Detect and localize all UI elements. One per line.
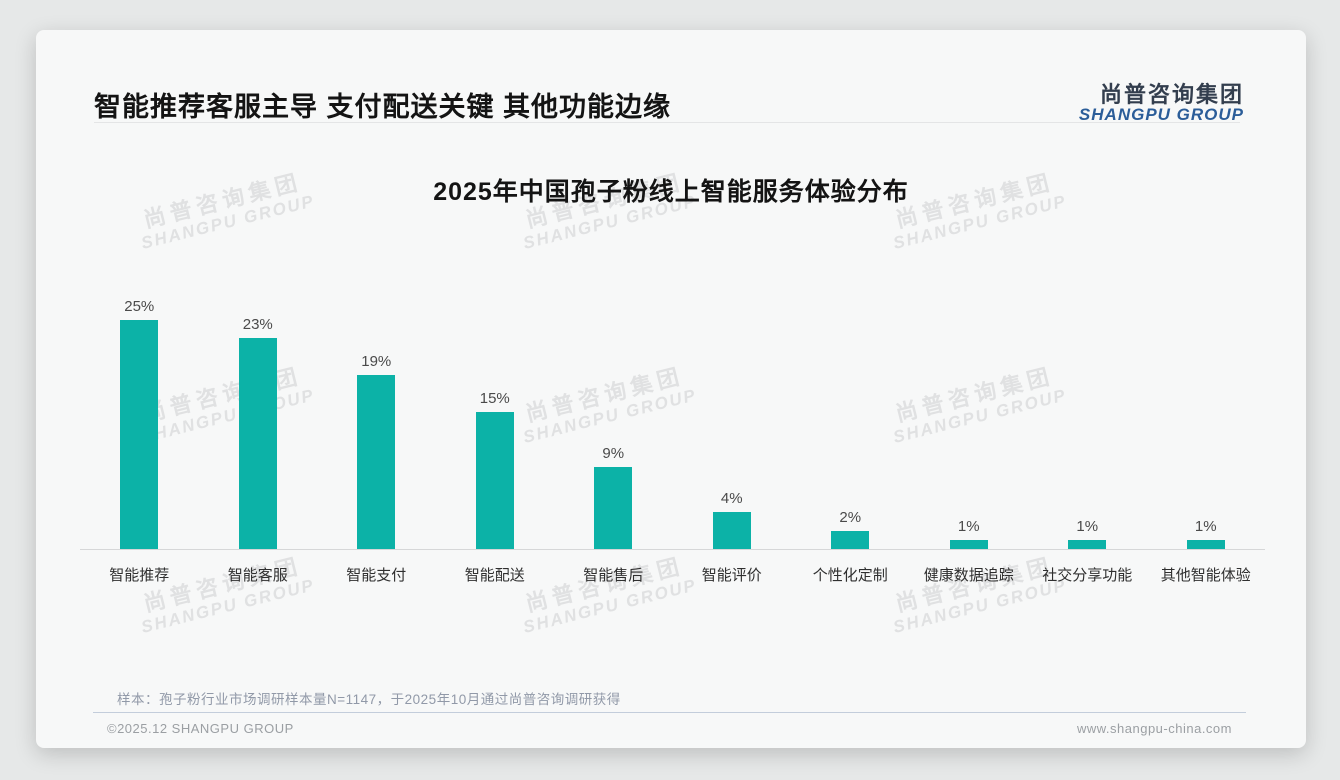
- sample-note: 样本：孢子粉行业市场调研样本量N=1147，于2025年10月通过尚普咨询调研获…: [117, 692, 621, 707]
- bar-column: 15%: [436, 390, 555, 549]
- bar-category-label: 智能客服: [227, 567, 288, 584]
- bar-column: 1%: [1147, 518, 1266, 549]
- bar-value-label: 1%: [957, 518, 980, 535]
- bar-value-label: 2%: [839, 509, 862, 526]
- bar-value-label: 25%: [124, 298, 155, 315]
- bar: [712, 512, 751, 549]
- bar-column: 2%: [791, 509, 910, 549]
- bar-category-label: 智能评价: [701, 567, 762, 584]
- bar: [949, 540, 988, 549]
- header: 智能推荐客服主导 支付配送关键 其他功能边缘 尚普咨询集团 SHANGPU GR…: [94, 58, 1244, 124]
- copyright-text: ©2025.12 SHANGPU GROUP: [107, 721, 294, 736]
- bar-column: 4%: [673, 490, 792, 549]
- bar-category-label: 智能售后: [583, 567, 644, 584]
- bar-category-label: 智能配送: [464, 567, 525, 584]
- chart-plot: 25% 23% 19% 15% 9% 4% 2% 1% 1% 1%: [80, 285, 1265, 550]
- bar-column: 1%: [910, 518, 1029, 549]
- bar: [238, 338, 277, 549]
- bar: [357, 375, 396, 549]
- bar-category-label: 其他智能体验: [1160, 567, 1251, 584]
- header-divider: [94, 122, 1240, 123]
- bar-value-label: 9%: [602, 445, 625, 462]
- page-title: 智能推荐客服主导 支付配送关键 其他功能边缘: [94, 92, 672, 122]
- bar-value-label: 4%: [720, 490, 743, 507]
- bar-category-label: 个性化定制: [812, 567, 888, 584]
- bar-value-label: 19%: [361, 353, 392, 370]
- bar: [1068, 540, 1107, 549]
- bar: [1186, 540, 1225, 549]
- company-logo: 尚普咨询集团 SHANGPU GROUP: [1079, 83, 1244, 124]
- bar-category-label: 智能支付: [346, 567, 407, 584]
- bar: [831, 531, 870, 549]
- logo-chinese-name: 尚普咨询集团: [1099, 82, 1244, 108]
- bar-category-label: 社交分享功能: [1042, 567, 1133, 584]
- bar-value-label: 1%: [1076, 518, 1099, 535]
- bar: [120, 320, 159, 549]
- bar-column: 23%: [199, 316, 318, 549]
- bar-category-label: 健康数据追踪: [923, 567, 1014, 584]
- bar-column: 19%: [317, 353, 436, 549]
- bar: [594, 467, 633, 549]
- bar: [475, 412, 514, 549]
- website-url: www.shangpu-china.com: [1076, 721, 1232, 736]
- bar-column: 1%: [1028, 518, 1147, 549]
- bar-value-label: 23%: [242, 316, 273, 333]
- bar-value-label: 15%: [479, 390, 510, 407]
- logo-english-name: SHANGPU GROUP: [1078, 105, 1244, 125]
- footer: ©2025.12 SHANGPU GROUP www.shangpu-china…: [93, 712, 1246, 736]
- bar-value-label: 1%: [1194, 518, 1217, 535]
- bar-category-label: 智能推荐: [109, 567, 170, 584]
- bar-column: 9%: [554, 445, 673, 549]
- bar-column: 25%: [80, 298, 199, 549]
- chart-title: 2025年中国孢子粉线上智能服务体验分布: [433, 178, 909, 206]
- slide-card: 尚普咨询集团 SHANGPU GROUP 尚普咨询集团 SHANGPU GROUP …: [36, 30, 1306, 748]
- chart-categories: 智能推荐 智能客服 智能支付 智能配送 智能售后 智能评价 个性化定制 健康数据追踪 社交分享功…: [80, 564, 1265, 585]
